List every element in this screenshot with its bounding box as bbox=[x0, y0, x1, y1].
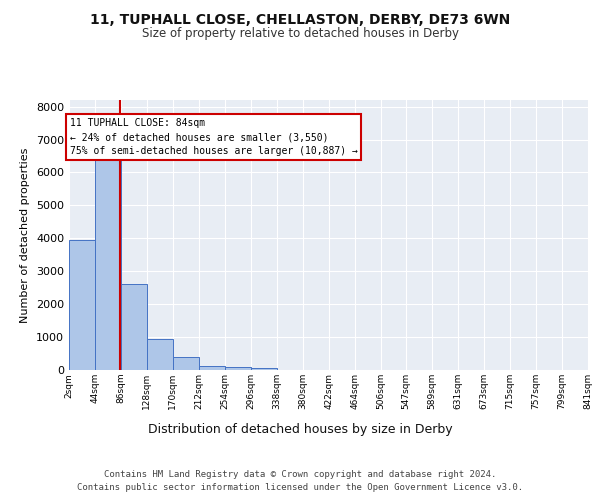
Bar bbox=[121, 284, 147, 370]
Bar bbox=[251, 368, 277, 370]
Bar bbox=[225, 367, 251, 370]
Bar bbox=[199, 366, 225, 370]
Text: Distribution of detached houses by size in Derby: Distribution of detached houses by size … bbox=[148, 422, 452, 436]
Bar bbox=[173, 357, 199, 370]
Text: 11 TUPHALL CLOSE: 84sqm
← 24% of detached houses are smaller (3,550)
75% of semi: 11 TUPHALL CLOSE: 84sqm ← 24% of detache… bbox=[70, 118, 358, 156]
Bar bbox=[95, 158, 121, 370]
Text: Contains public sector information licensed under the Open Government Licence v3: Contains public sector information licen… bbox=[77, 482, 523, 492]
Text: Size of property relative to detached houses in Derby: Size of property relative to detached ho… bbox=[142, 28, 458, 40]
Text: Contains HM Land Registry data © Crown copyright and database right 2024.: Contains HM Land Registry data © Crown c… bbox=[104, 470, 496, 479]
Text: 11, TUPHALL CLOSE, CHELLASTON, DERBY, DE73 6WN: 11, TUPHALL CLOSE, CHELLASTON, DERBY, DE… bbox=[90, 12, 510, 26]
Y-axis label: Number of detached properties: Number of detached properties bbox=[20, 148, 31, 322]
Bar bbox=[69, 240, 95, 370]
Bar bbox=[147, 338, 173, 370]
